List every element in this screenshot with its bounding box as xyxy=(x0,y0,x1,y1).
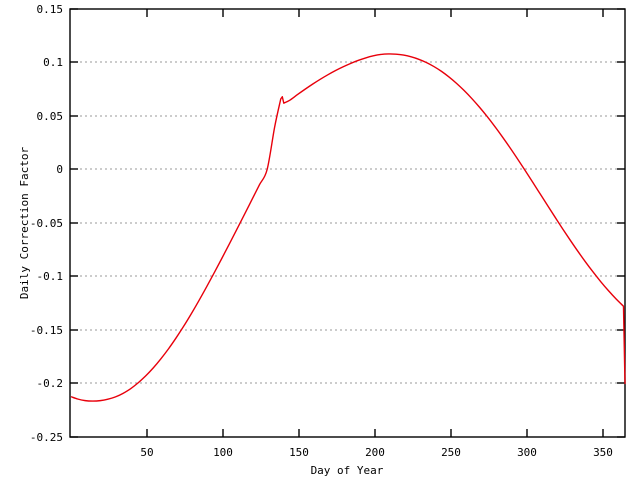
x-tick-label: 350 xyxy=(593,446,613,459)
x-tick-label: 150 xyxy=(289,446,309,459)
x-tick-labels: 50 100 150 200 250 300 350 xyxy=(140,446,613,459)
y-tick-label: -0.2 xyxy=(37,377,64,390)
y-tick-label: -0.25 xyxy=(30,431,63,444)
x-tick-label: 200 xyxy=(365,446,385,459)
x-axis-ticks xyxy=(146,9,604,437)
x-tick-label: 300 xyxy=(517,446,537,459)
y-tick-labels: 0.15 0.1 0.05 0 -0.05 -0.1 -0.15 -0.2 -0… xyxy=(30,3,63,444)
y-axis-title: Daily Correction Factor xyxy=(18,146,31,299)
y-tick-label: 0.05 xyxy=(37,110,64,123)
data-series-line xyxy=(70,53,626,402)
y-tick-label: 0 xyxy=(56,163,63,176)
y-tick-label: 0.15 xyxy=(37,3,64,16)
y-tick-label: 0.1 xyxy=(43,56,63,69)
x-tick-label: 250 xyxy=(441,446,461,459)
x-tick-label: 100 xyxy=(213,446,233,459)
y-tick-label: -0.15 xyxy=(30,324,63,337)
y-axis-ticks xyxy=(70,8,625,438)
y-tick-label: -0.05 xyxy=(30,217,63,230)
y-tick-label: -0.1 xyxy=(37,270,64,283)
x-tick-label: 50 xyxy=(140,446,153,459)
x-axis-title: Day of Year xyxy=(311,464,384,477)
